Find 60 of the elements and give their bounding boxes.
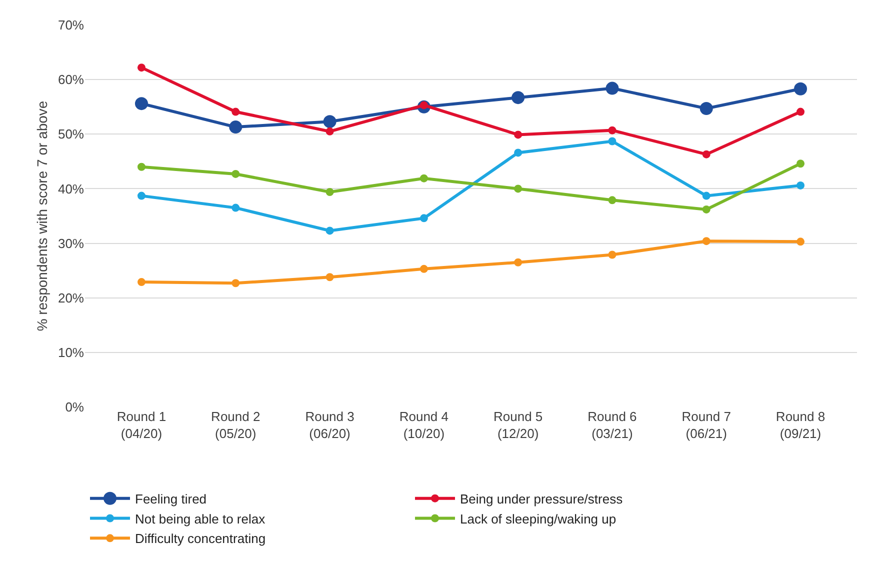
point [514,130,522,139]
legend-label: Feeling tired [135,491,207,506]
point [796,181,805,190]
x-tick-label: Round 2 (05/20) [211,409,260,441]
point [229,120,242,134]
point [514,184,522,193]
point [326,273,334,282]
x-tick-label: Round 8 (09/21) [776,409,826,441]
point [232,204,240,212]
point [232,279,240,288]
point [796,160,805,168]
y-tick-label: 10% [58,344,84,360]
y-axis-title: % respondents with score 7 or above [34,100,50,332]
point [514,258,522,266]
point [514,148,522,157]
x-tick-label: Round 3 (06/20) [305,409,354,441]
point [796,108,805,116]
point [702,205,710,214]
point [232,170,240,178]
point [134,97,148,110]
point [702,150,710,158]
point [326,188,334,196]
point [608,196,616,204]
y-tick-label: 60% [58,72,84,88]
x-tick-label: Round 6 (03/21) [588,409,637,441]
point [702,237,710,246]
legend-label: Lack of sleeping/waking up [460,511,616,526]
x-tick-label: Round 4 (10/20) [399,409,449,441]
point [608,137,616,146]
point [420,214,428,222]
point [137,278,146,286]
x-tick-label: Round 7 (06/21) [682,409,731,441]
y-tick-label: 50% [58,126,84,142]
point [606,82,619,95]
point [137,64,146,72]
x-tick-label: Round 1 (04/20) [116,409,166,441]
y-tick-label: 0% [65,400,84,415]
point [512,91,525,104]
legend-label: Not being able to relax [135,511,266,526]
x-tick-label: Round 5 (12/20) [493,409,543,441]
y-tick-label: 70% [58,18,84,33]
point [326,226,334,235]
point [796,238,805,246]
point [608,126,616,134]
point [326,127,334,136]
legend-label: Difficulty concentrating [135,531,266,546]
point [232,108,240,116]
y-tick-label: 20% [58,290,84,306]
point [137,192,146,200]
point [323,115,336,128]
point [420,264,428,273]
point [420,174,428,182]
point [137,162,146,171]
legend-label: Being under pressure/stress [460,491,624,506]
y-tick-label: 40% [58,181,84,196]
point [702,192,710,200]
point [794,82,808,96]
y-tick-label: 30% [58,236,84,251]
point [700,102,713,115]
point [608,250,616,259]
